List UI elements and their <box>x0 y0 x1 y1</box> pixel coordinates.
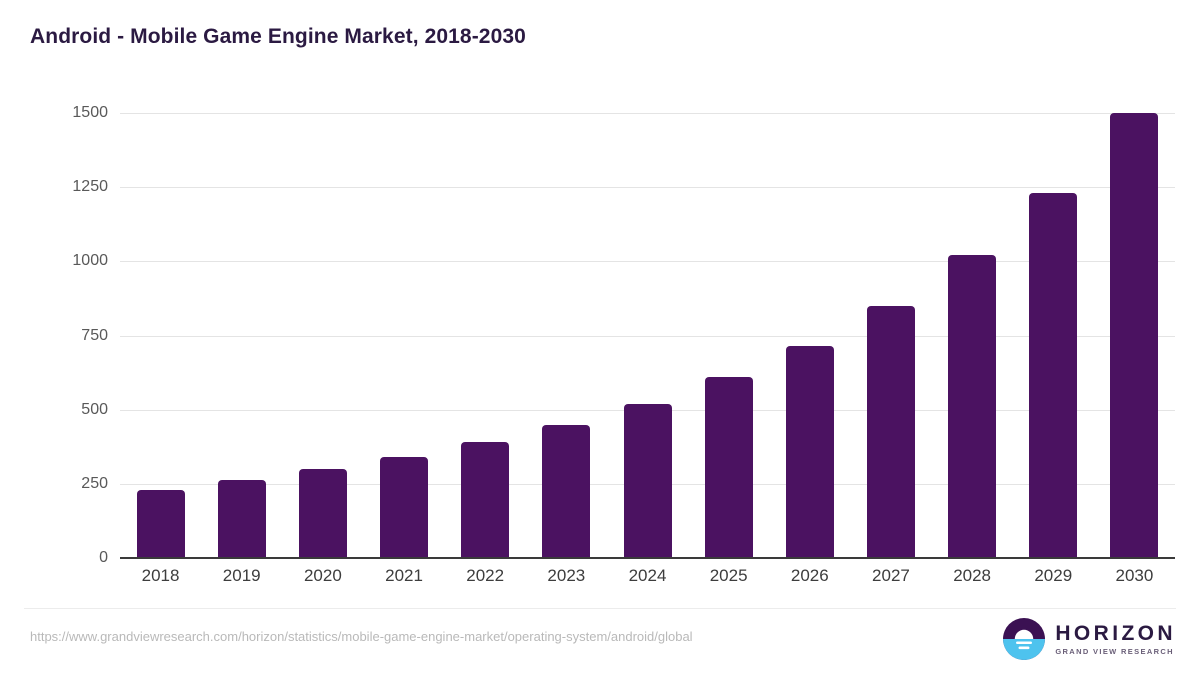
x-axis-tick-label: 2022 <box>466 566 505 585</box>
bar[interactable] <box>1110 113 1159 558</box>
source-url[interactable]: https://www.grandviewresearch.com/horizo… <box>30 629 693 644</box>
y-axis-tick-label: 0 <box>99 549 108 566</box>
x-axis-tick-label: 2025 <box>709 566 748 585</box>
bar[interactable] <box>785 345 834 558</box>
plot-area <box>120 113 1175 559</box>
bar[interactable] <box>704 377 753 558</box>
y-axis-tick-label: 1250 <box>72 178 108 196</box>
x-axis-tick-label: 2029 <box>1034 566 1073 585</box>
logo-tagline: GRAND VIEW RESEARCH <box>1055 646 1174 656</box>
bar[interactable] <box>542 425 591 558</box>
x-axis-tick-label: 2018 <box>141 566 180 585</box>
horizon-logo: HORIZON GRAND VIEW RESEARCH <box>1003 618 1176 660</box>
bar-series <box>120 113 1175 558</box>
y-axis-tick-label: 500 <box>81 400 108 418</box>
gridline <box>120 113 1175 114</box>
gridline <box>120 335 1175 337</box>
bar[interactable] <box>380 457 429 558</box>
bar[interactable] <box>298 469 347 558</box>
x-axis-tick-label: 2020 <box>303 566 342 585</box>
y-axis-tick-label: 1000 <box>72 252 108 270</box>
x-axis-tick-label: 2028 <box>953 566 992 585</box>
bar[interactable] <box>1029 193 1078 558</box>
y-axis-tick-label: 750 <box>81 326 108 344</box>
gridline <box>120 261 1175 263</box>
x-axis-tick-label: 2030 <box>1115 566 1154 585</box>
x-axis-tick-label: 2019 <box>222 566 261 585</box>
bar[interactable] <box>623 403 672 558</box>
logo-wordmark: HORIZON <box>1055 621 1176 645</box>
x-axis-tick-label: 2027 <box>872 566 910 585</box>
page-title: Android - Mobile Game Engine Market, 201… <box>30 25 526 48</box>
x-axis-tick-label: 2021 <box>385 566 423 585</box>
x-axis-line <box>120 557 1175 559</box>
logo-text: HORIZON GRAND VIEW RESEARCH <box>1055 623 1176 656</box>
x-axis-tick-label: 2024 <box>628 566 667 585</box>
footer-divider <box>24 608 1176 609</box>
bar[interactable] <box>136 489 185 558</box>
gridline <box>120 187 1175 189</box>
x-axis-tick-label: 2023 <box>547 566 586 585</box>
bar[interactable] <box>461 442 510 558</box>
horizon-sunrise-icon <box>1003 618 1046 660</box>
bar[interactable] <box>217 479 266 558</box>
y-axis-tick-label: 250 <box>81 474 108 492</box>
x-axis-tick-label: 2026 <box>790 566 829 585</box>
y-axis-tick-label: 1500 <box>72 104 108 121</box>
bar[interactable] <box>948 255 997 558</box>
bar[interactable] <box>866 305 915 558</box>
